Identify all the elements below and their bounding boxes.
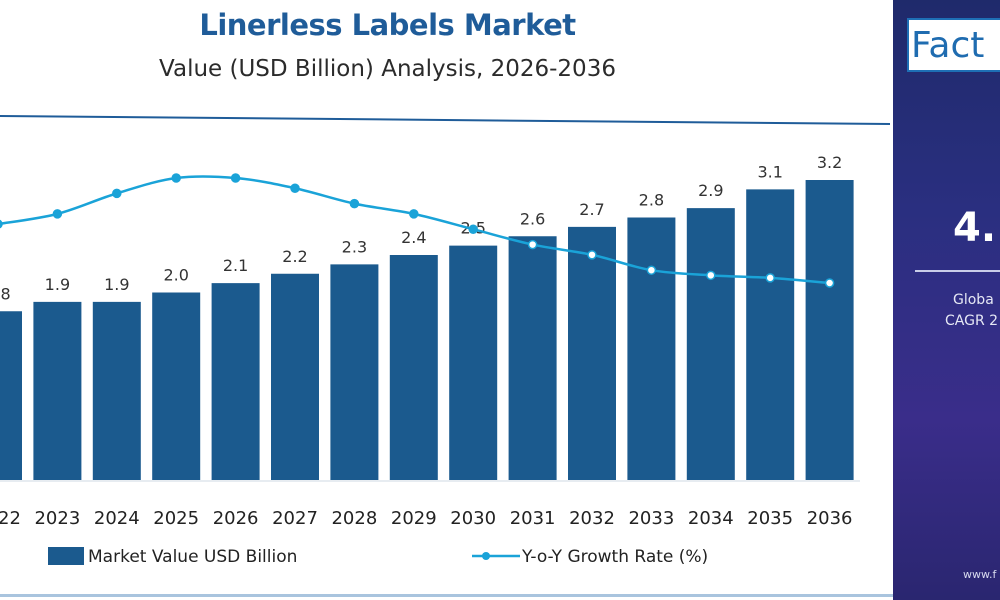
bar-label-2035: 3.1 <box>757 162 782 181</box>
bar-2026 <box>211 283 260 480</box>
x-tick-2035: 2035 <box>747 508 793 529</box>
bar-2025 <box>152 292 201 480</box>
site-label: www.f <box>963 568 997 581</box>
x-tick-2036: 2036 <box>807 508 853 529</box>
x-tick-2034: 2034 <box>688 508 734 529</box>
bar-label-2036: 3.2 <box>817 153 842 172</box>
side-panel: Fact 4. Globa CAGR 2 www.f <box>893 0 1000 600</box>
growth-point-2033 <box>646 265 657 275</box>
brand-logo-text: Fact <box>911 25 985 66</box>
brand-logo-box <box>907 18 1000 72</box>
bar-label-2032: 2.7 <box>579 200 604 219</box>
bar-label-2031: 2.6 <box>520 209 545 228</box>
growth-point-2035 <box>765 273 775 283</box>
bar-2030 <box>449 245 498 480</box>
x-tick-2029: 2029 <box>391 508 437 529</box>
growth-point-2032 <box>587 250 597 260</box>
x-tick-2032: 2032 <box>569 508 615 529</box>
side-divider <box>915 270 1000 272</box>
bar-2036 <box>805 180 854 480</box>
growth-point-2034 <box>706 270 716 281</box>
bar-2033 <box>627 217 676 480</box>
cagr-value: 4. <box>953 205 997 251</box>
bar-2023 <box>33 301 82 480</box>
global-label: Globa <box>953 292 994 308</box>
bar-label-2033: 2.8 <box>639 191 664 210</box>
bar-label-2026: 2.1 <box>223 256 248 275</box>
x-tick-2022: 2022 <box>0 508 21 529</box>
bottom-rule <box>0 594 893 597</box>
x-tick-2027: 2027 <box>272 508 318 529</box>
cagr-label: CAGR 2 <box>945 313 999 329</box>
growth-point-2025 <box>171 173 181 183</box>
growth-point-2028 <box>349 198 360 209</box>
bar-label-2022: 1.8 <box>0 284 11 303</box>
growth-point-2026 <box>230 173 241 183</box>
bar-label-2024: 1.9 <box>104 275 129 294</box>
bar-label-2023: 1.9 <box>45 275 70 294</box>
legend-line-dot <box>482 552 490 560</box>
growth-point-2024 <box>112 188 122 199</box>
legend-bar-swatch <box>48 547 84 565</box>
growth-point-2029 <box>409 209 419 219</box>
bar-label-2025: 2.0 <box>163 266 188 285</box>
chart-panel: Linerless Labels Market Value (USD Billi… <box>0 8 893 597</box>
x-tick-2025: 2025 <box>153 508 199 529</box>
growth-point-2023 <box>52 209 63 219</box>
bar-2035 <box>746 189 795 480</box>
bar-label-2029: 2.4 <box>401 228 426 247</box>
chart-subtitle: Value (USD Billion) Analysis, 2026-2036 <box>159 56 616 82</box>
bar-2029 <box>389 255 438 480</box>
bar-2022 <box>0 311 22 480</box>
bar-label-2034: 2.9 <box>698 181 723 200</box>
growth-point-2027 <box>290 183 300 193</box>
bar-label-2028: 2.3 <box>342 237 367 256</box>
bar-label-2027: 2.2 <box>282 247 307 266</box>
bar-2032 <box>568 226 616 480</box>
x-tick-2024: 2024 <box>94 508 140 529</box>
x-tick-2026: 2026 <box>213 508 259 529</box>
x-tick-2028: 2028 <box>331 508 377 529</box>
chart-plot: 1.8 2022 1.9 2023 1.9 2024 2.0 2025 2.1 2026 2.2 20… <box>0 115 891 567</box>
bar-2034 <box>686 208 735 480</box>
bar-2024 <box>92 301 141 480</box>
chart-title: Linerless Labels Market <box>199 8 576 42</box>
legend-bar-label: Market Value USD Billion <box>88 547 297 567</box>
legend-line-label: Y-o-Y Growth Rate (%) <box>521 547 708 567</box>
growth-point-2030 <box>468 224 478 234</box>
bar-2027 <box>271 273 319 480</box>
x-tick-2033: 2033 <box>628 508 674 529</box>
title-rule <box>0 115 891 125</box>
growth-point-2022 <box>0 219 3 229</box>
bar-2031 <box>508 236 557 480</box>
x-tick-2030: 2030 <box>450 508 496 529</box>
x-tick-2023: 2023 <box>34 508 80 529</box>
growth-point-2036 <box>824 278 835 288</box>
bar-2028 <box>330 264 379 480</box>
growth-point-2031 <box>527 239 538 250</box>
x-tick-2031: 2031 <box>510 508 556 529</box>
